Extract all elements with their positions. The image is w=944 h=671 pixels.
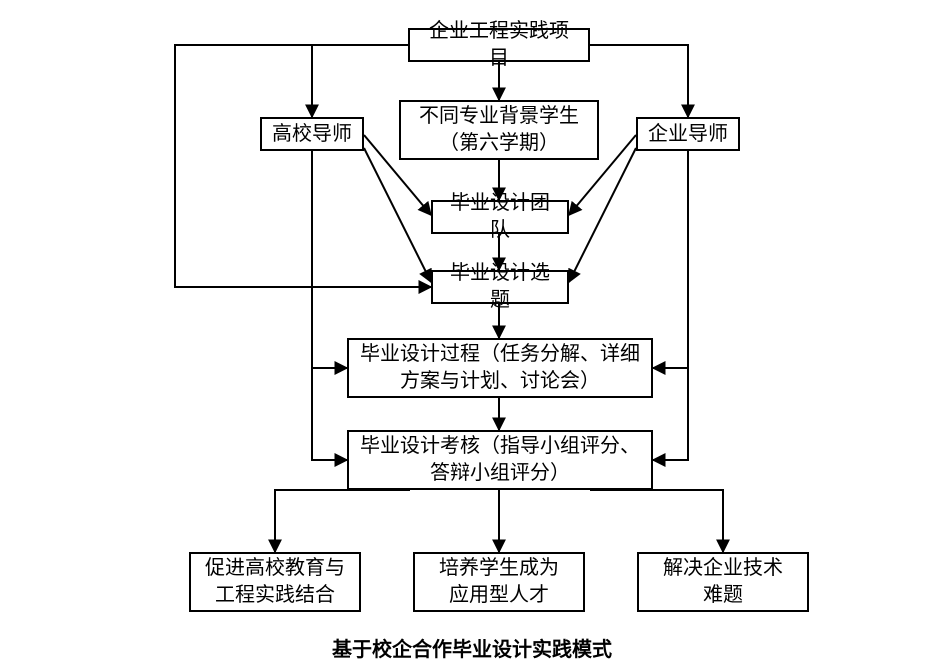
flowchart-canvas: 企业工程实践项目 高校导师 不同专业背景学生 （第六学期） 企业导师 毕业设计团…	[0, 0, 944, 671]
node-label: 解决企业技术 难题	[663, 555, 783, 609]
node-topic: 毕业设计选题	[431, 270, 569, 304]
node-label: 促进高校教育与 工程实践结合	[205, 555, 345, 609]
node-students: 不同专业背景学生 （第六学期）	[399, 100, 599, 160]
node-label: 毕业设计过程（任务分解、详细 方案与计划、讨论会）	[360, 341, 640, 395]
node-label: 不同专业背景学生 （第六学期）	[419, 103, 579, 157]
node-label: 毕业设计考核（指导小组评分、 答辩小组评分）	[360, 433, 640, 487]
node-process: 毕业设计过程（任务分解、详细 方案与计划、讨论会）	[347, 338, 653, 398]
node-team: 毕业设计团队	[431, 200, 569, 234]
node-out3: 解决企业技术 难题	[637, 552, 809, 612]
node-label: 毕业设计团队	[443, 190, 557, 244]
node-corp: 企业导师	[636, 117, 740, 151]
node-out1: 促进高校教育与 工程实践结合	[189, 552, 361, 612]
figure-caption: 基于校企合作毕业设计实践模式	[272, 633, 672, 662]
node-out2: 培养学生成为 应用型人才	[413, 552, 585, 612]
node-label: 毕业设计选题	[443, 260, 557, 314]
node-label: 企业导师	[648, 121, 728, 148]
node-label: 高校导师	[272, 121, 352, 148]
node-univ: 高校导师	[260, 117, 364, 151]
node-project: 企业工程实践项目	[408, 28, 590, 62]
node-label: 企业工程实践项目	[420, 18, 578, 72]
node-label: 培养学生成为 应用型人才	[439, 555, 559, 609]
node-assess: 毕业设计考核（指导小组评分、 答辩小组评分）	[347, 430, 653, 490]
